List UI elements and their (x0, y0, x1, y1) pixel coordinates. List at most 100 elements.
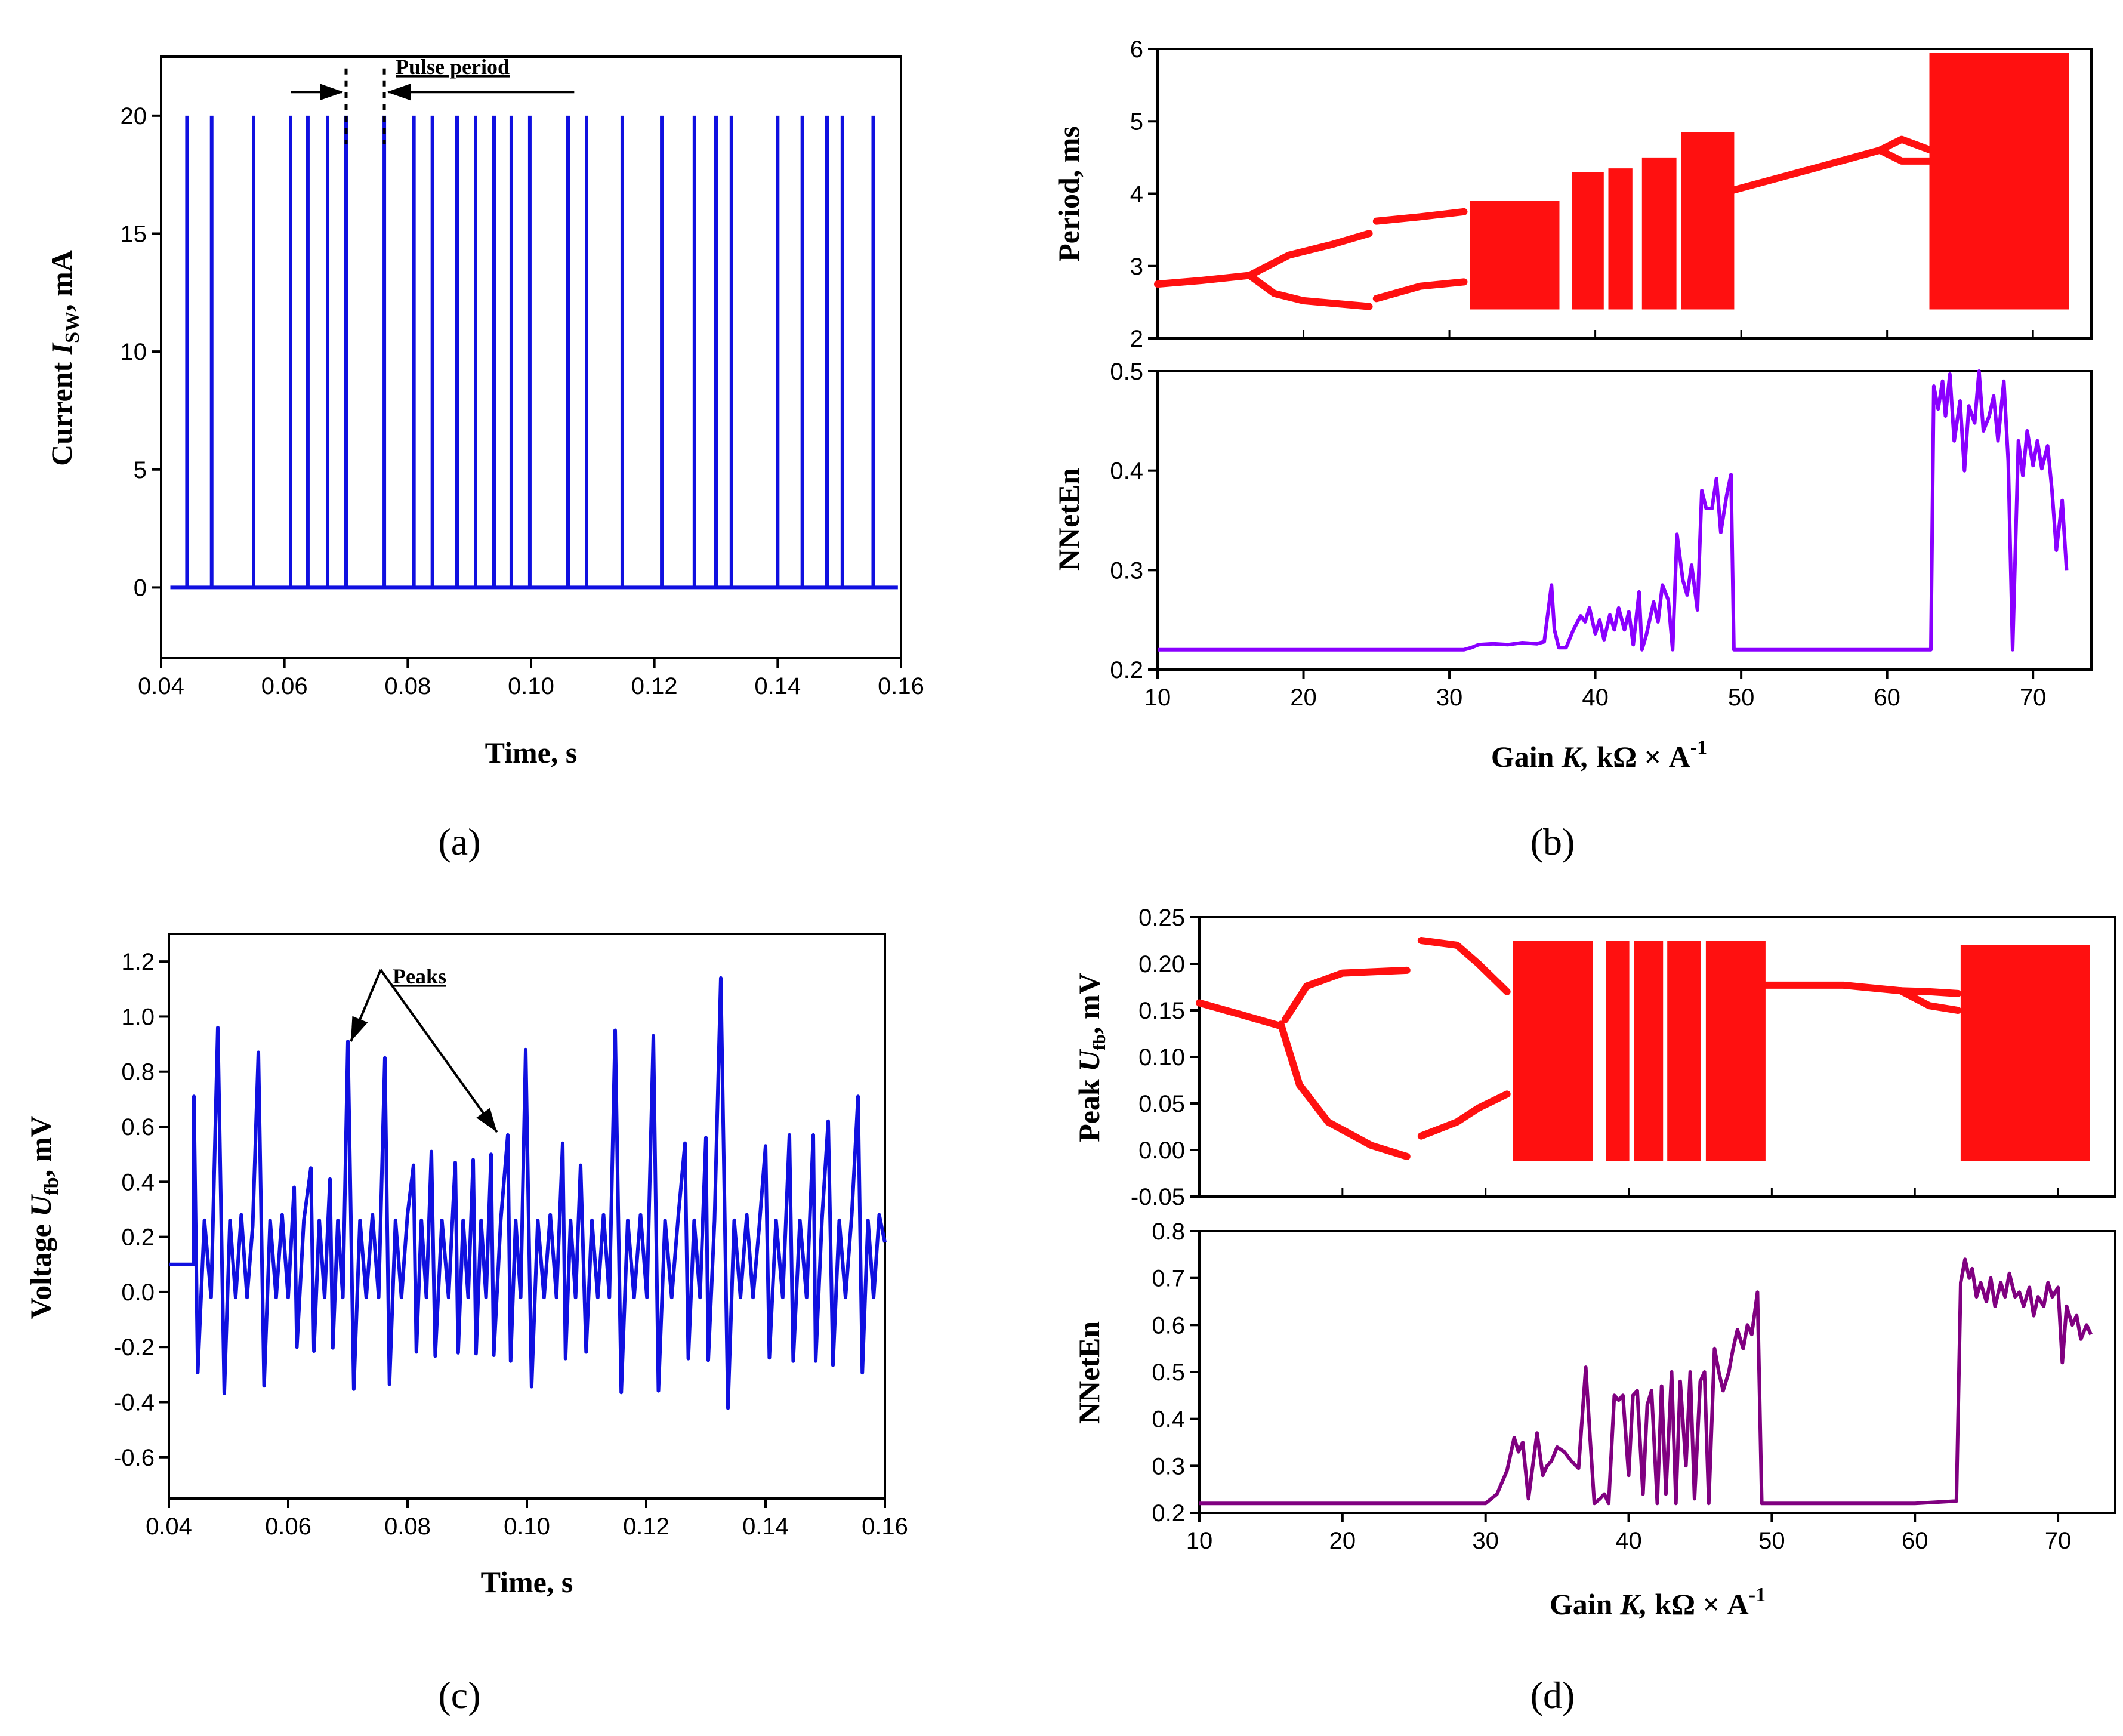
panel-b-top-chaotic-band (1572, 172, 1604, 310)
panel-b-top-ylabel: Period, ms (1052, 126, 1085, 262)
panel-d-bottom-ytick-label: 0.3 (1152, 1453, 1185, 1479)
panel-c-ytick-label: -0.2 (113, 1334, 155, 1361)
panel-a-ytick-label: 20 (121, 103, 147, 129)
panel-c-ytick-label: -0.6 (113, 1445, 155, 1471)
panel-d-top-branch-split_upper (1897, 987, 1962, 997)
panel-c-label: (c) (438, 1674, 480, 1716)
panel-d-top-branch-period2b_lower (1417, 1090, 1511, 1140)
panel-a-chart: 0 5 10 15 20 0.04 0.06 0.08 0.10 0.12 0.14 0.16 Tim… (45, 55, 924, 863)
panel-d-bottom-xtick-label: 50 (1758, 1528, 1785, 1554)
panel-b-bottom-ytick-label: 0.4 (1110, 458, 1143, 485)
panel-b-top-chaotic-band (1641, 157, 1677, 310)
panel-d-bottom-ytick-label: 0.5 (1152, 1359, 1185, 1386)
panel-d-top-chaotic-band (1513, 941, 1593, 1161)
panel-b-top-chaotic-band (1681, 132, 1735, 310)
panel-c-series-line (169, 976, 887, 1410)
panel-b-bottom-ylabel: NNetEn (1052, 468, 1085, 571)
panel-b-label: (b) (1530, 821, 1575, 863)
panel-b-bottom-xtick-label: 60 (1874, 684, 1900, 711)
panel-d-bottom-ytick-label: 0.8 (1152, 1219, 1185, 1245)
panel-c-ylabel: Voltage Ufb, mV (24, 1116, 63, 1319)
panel-a-xtick-label: 0.08 (384, 673, 431, 699)
panel-b-bottom-frame (1156, 370, 2093, 671)
panel-a-xtick-label: 0.06 (261, 673, 308, 699)
panel-d-bottom-xtick-label: 40 (1615, 1528, 1642, 1554)
panel-a-xtick-label: 0.12 (631, 673, 678, 699)
panel-d-bottom-ytick-label: 0.6 (1152, 1312, 1185, 1339)
panel-b-top-ytick-label: 3 (1130, 254, 1143, 280)
panel-d-top-chaotic-band (1667, 941, 1701, 1161)
panel-a-xlabel: Time, s (485, 736, 578, 769)
panel-b-top-chaotic-band (1470, 201, 1560, 310)
panel-c-ytick-label: 0.4 (121, 1169, 155, 1195)
panel-a-label: (a) (438, 821, 480, 863)
panel-c-chart: -0.6 -0.4 -0.2 0.0 0.2 0.4 0.6 0.8 1.0 1.2 0.04 0.0… (24, 933, 908, 1716)
panel-b-bottom-series-line (1158, 369, 2069, 652)
panel-b-top-chaotic-band (1929, 53, 2069, 310)
panel-d-top-chaotic-band (1634, 941, 1664, 1161)
panel-b-top-branch-period2_lower (1246, 272, 1373, 310)
panel-c-ytick-label: 1.0 (121, 1004, 155, 1030)
panel-d-bottom-series-line (1199, 1257, 2093, 1506)
panel-c-peak-arrowhead (476, 1108, 497, 1133)
panel-c-xtick-label: 0.08 (384, 1513, 431, 1540)
panel-d-bottom-ylabel: NNetEn (1072, 1321, 1106, 1424)
panel-b-bottom-xtick-label: 70 (2020, 684, 2047, 711)
panel-b-top-ytick-label: 4 (1130, 181, 1143, 208)
panel-c-peak-arrowhead (351, 1016, 368, 1041)
panel-d-chart: -0.05 0.00 0.05 0.10 0.15 0.20 0.25 0.2 0.3 0.4 0.… (1072, 905, 2116, 1716)
panel-c-xtick-label: 0.04 (146, 1513, 192, 1540)
panel-b-top-branch-period2b_lower (1372, 278, 1468, 303)
panel-a-ytick-label: 15 (121, 221, 147, 247)
panel-d-xlabel: Gain K, kΩ × A-1 (1550, 1584, 1766, 1621)
panel-d-bottom-xtick-label: 20 (1329, 1528, 1356, 1554)
panel-b-bottom-xtick-label: 30 (1436, 684, 1463, 711)
panel-b-top-ytick-label: 6 (1130, 36, 1143, 63)
panel-d-bottom-xtick-label: 60 (1902, 1528, 1928, 1554)
panel-a-ytick-label: 10 (121, 339, 147, 365)
panel-a-ylabel: Current ISW, mA (45, 250, 84, 466)
panel-c-ytick-label: -0.4 (113, 1389, 155, 1416)
panel-d-top-branch-period2_lower (1277, 1020, 1411, 1160)
panel-c-xtick-label: 0.16 (862, 1513, 908, 1540)
panel-d-top-branch-period2b_upper (1417, 937, 1511, 995)
panel-c-ytick-label: 0.6 (121, 1114, 155, 1140)
panel-c-ytick-label: 0.0 (121, 1279, 155, 1306)
panel-c-ytick-label: 0.8 (121, 1059, 155, 1086)
panel-b-bottom-ytick-label: 0.2 (1110, 657, 1143, 683)
panel-d-top-branch-period2_upper (1281, 966, 1411, 1023)
panel-c-xtick-label: 0.14 (742, 1513, 789, 1540)
panel-b-bottom-xtick-label: 20 (1290, 684, 1317, 711)
panel-a-xtick-label: 0.14 (754, 673, 801, 699)
panel-b-top-branch-split_lower (1876, 146, 1934, 165)
panel-b-top-ytick-label: 5 (1130, 109, 1143, 135)
panel-a-annotation: Pulse period (396, 55, 510, 79)
panel-b-top-branch-period1_left (1154, 272, 1254, 288)
panel-b-chart: 2 3 4 5 6 0.2 0.3 0.4 0.5 10 20 30 40 50 60 70 Period, … (1052, 36, 2093, 863)
panel-d-bottom-ytick-label: 0.4 (1152, 1407, 1185, 1433)
panel-b-xlabel: Gain K, kΩ × A-1 (1491, 736, 1707, 773)
panel-d-top-chaotic-band (1606, 941, 1630, 1161)
panel-b-bottom-xtick-label: 10 (1144, 684, 1171, 711)
panel-c-ytick-label: 1.2 (121, 949, 155, 975)
panel-b-bottom-xtick-label: 40 (1582, 684, 1609, 711)
panel-d-top-ytick-label: 0.10 (1138, 1044, 1185, 1071)
panel-d-top-chaotic-band (1705, 941, 1766, 1161)
panel-d-top-branch-split_lower (1897, 987, 1962, 1014)
panel-a-period-arrowhead (320, 84, 344, 101)
panel-a-ytick-label: 5 (134, 457, 147, 483)
panel-b-top-branch-split_upper (1876, 135, 1934, 154)
panel-c-xlabel: Time, s (481, 1565, 573, 1599)
panel-b-top-branch-period2_upper (1246, 230, 1373, 279)
panel-d-bottom-xtick-label: 30 (1472, 1528, 1499, 1554)
panel-c-xtick-label: 0.12 (623, 1513, 669, 1540)
panel-a-xtick-label: 0.10 (508, 673, 554, 699)
panel-a-ytick-label: 0 (134, 575, 147, 601)
panel-d-top-branch-period1_mid (1761, 981, 1905, 995)
panel-c-xtick-label: 0.10 (504, 1513, 550, 1540)
panel-d-top-ytick-label: 0.00 (1138, 1137, 1185, 1164)
panel-a-period-arrowhead (387, 84, 411, 101)
panel-c-xtick-label: 0.06 (265, 1513, 311, 1540)
panel-d-top-ytick-label: -0.05 (1131, 1184, 1185, 1210)
panel-b-bottom-ytick-label: 0.5 (1110, 359, 1143, 385)
